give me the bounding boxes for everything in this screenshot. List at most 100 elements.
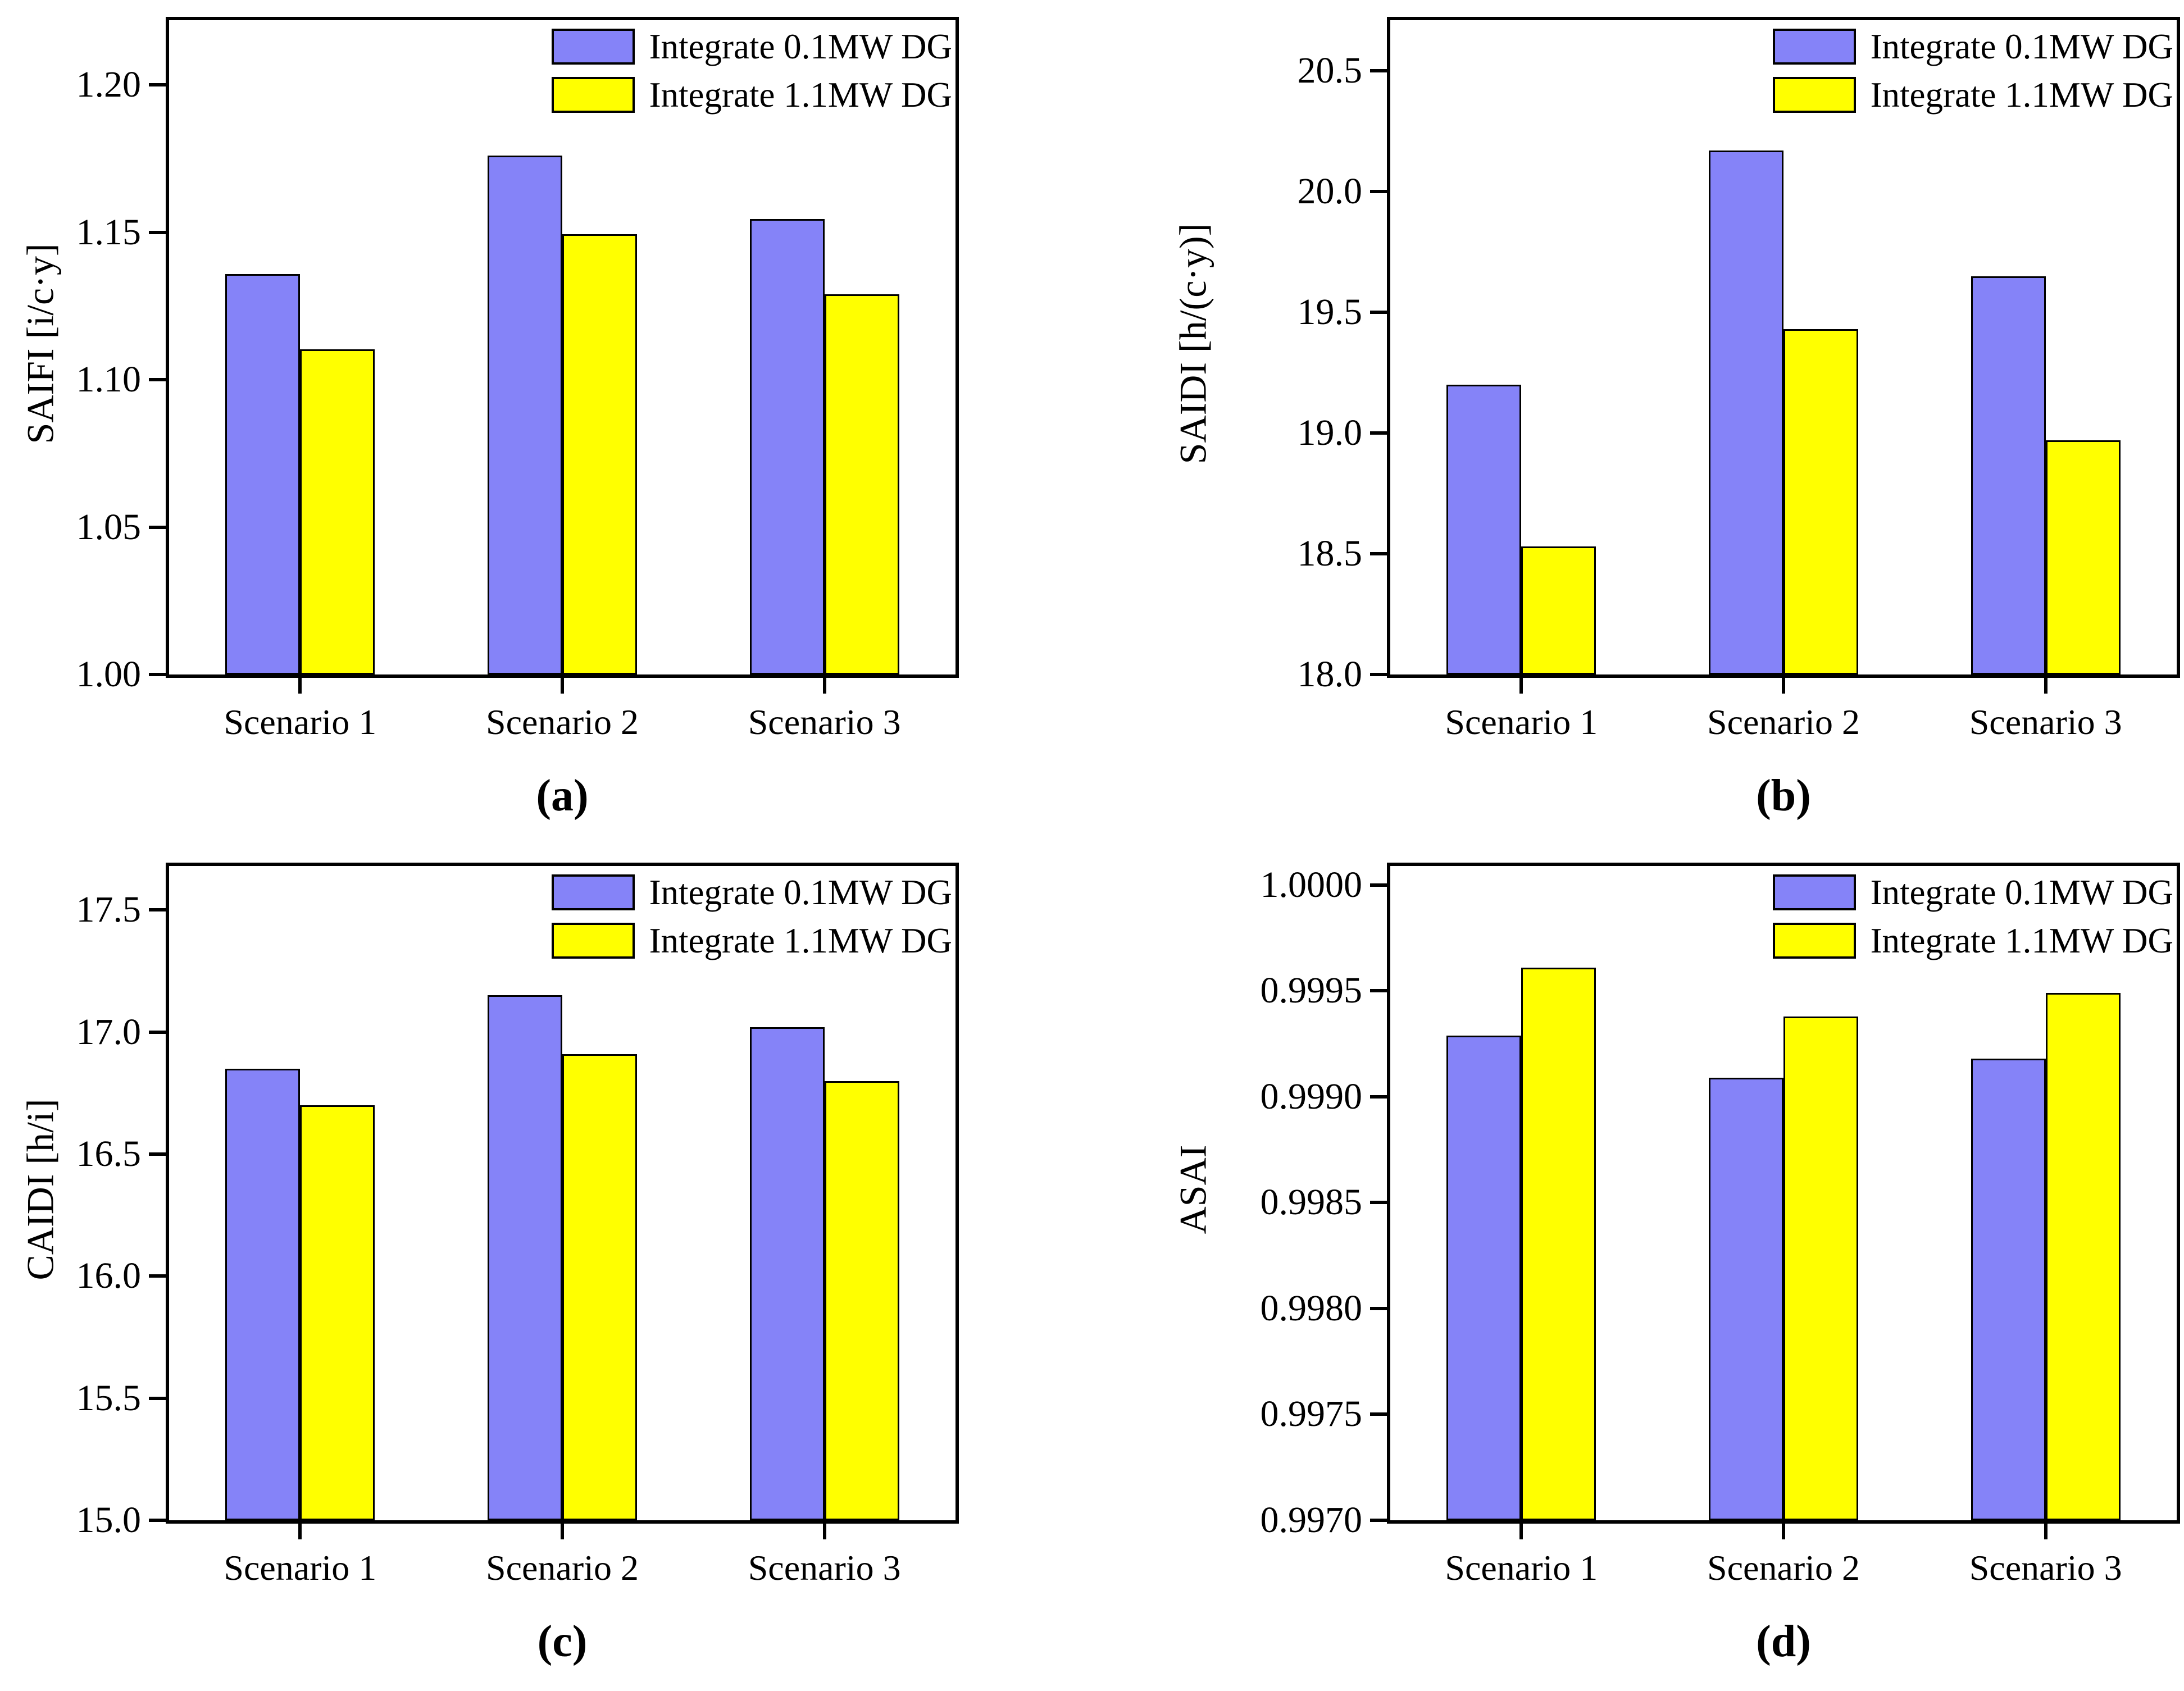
y-tick-label-b-4: 20.0 xyxy=(1297,171,1363,212)
y-tick-d-4 xyxy=(1370,1095,1387,1099)
category-label-c-1: Scenario 2 xyxy=(486,1548,639,1588)
panel-b: SAIDI [h/(c·y)] 18.0 18.5 19.0 19.5 20.0 20.5… xyxy=(1092,0,2184,845)
legend-swatch-c-1 xyxy=(551,923,635,959)
x-tick-c-2 xyxy=(822,1520,826,1539)
x-tick-a-0 xyxy=(298,674,302,694)
legend-swatch-b-0 xyxy=(1772,29,1856,65)
legend-item-b-0: Integrate 0.1MW DG xyxy=(1772,27,2173,66)
panel-c: CAIDI [h/i] 15.0 15.5 16.0 16.5 17.0 17.5 Scen… xyxy=(0,846,1092,1691)
bar-a-series2-scenario2 xyxy=(562,234,637,674)
legend-label-d-1: Integrate 1.1MW DG xyxy=(1870,921,2173,960)
panel-caption-a: (a) xyxy=(536,771,589,821)
legend-label-c-0: Integrate 0.1MW DG xyxy=(649,873,952,912)
legend-swatch-c-0 xyxy=(551,874,635,910)
bar-b-series2-scenario3 xyxy=(2045,440,2121,674)
legend-item-a-1: Integrate 1.1MW DG xyxy=(551,75,952,115)
y-tick-d-3 xyxy=(1370,1201,1387,1205)
bar-a-series1-scenario3 xyxy=(749,219,825,674)
y-tick-label-c-0: 15.0 xyxy=(76,1499,142,1540)
panel-caption-b: (b) xyxy=(1756,771,1811,821)
category-label-b-0: Scenario 1 xyxy=(1445,702,1598,742)
y-tick-label-d-0: 0.9970 xyxy=(1260,1499,1363,1540)
y-tick-label-a-3: 1.15 xyxy=(76,211,142,253)
x-tick-c-0 xyxy=(298,1520,302,1539)
x-tick-b-0 xyxy=(1519,674,1523,694)
y-tick-label-d-2: 0.9980 xyxy=(1260,1287,1363,1329)
y-tick-c-0 xyxy=(149,1519,166,1522)
y-tick-label-c-2: 16.0 xyxy=(76,1255,142,1297)
x-tick-a-2 xyxy=(822,674,826,694)
category-label-a-1: Scenario 2 xyxy=(486,702,639,742)
x-tick-d-2 xyxy=(2044,1520,2048,1539)
legend-c: Integrate 0.1MW DG Integrate 1.1MW DG xyxy=(551,873,952,960)
bar-c-series2-scenario1 xyxy=(300,1105,375,1520)
bar-a-series1-scenario2 xyxy=(488,156,562,674)
y-axis-label-saidi: SAIDI [h/(c·y)] xyxy=(1171,223,1214,464)
y-tick-label-c-4: 17.0 xyxy=(76,1011,142,1052)
y-tick-label-d-4: 0.9990 xyxy=(1260,1075,1363,1117)
plot-area-b: 18.0 18.5 19.0 19.5 20.0 20.5 Scenario 1 Scenar… xyxy=(1298,17,2180,742)
category-label-b-1: Scenario 2 xyxy=(1707,702,1860,742)
legend-swatch-a-0 xyxy=(551,29,635,65)
bar-a-series2-scenario3 xyxy=(824,294,899,674)
category-label-a-0: Scenario 1 xyxy=(224,702,377,742)
y-tick-label-a-2: 1.10 xyxy=(76,359,142,400)
y-tick-label-d-6: 1.0000 xyxy=(1260,864,1363,905)
legend-a: Integrate 0.1MW DG Integrate 1.1MW DG xyxy=(551,27,952,115)
y-tick-label-b-3: 19.5 xyxy=(1297,291,1363,333)
y-tick-label-c-1: 15.5 xyxy=(76,1377,142,1419)
y-tick-label-d-1: 0.9975 xyxy=(1260,1393,1363,1435)
y-tick-d-0 xyxy=(1370,1519,1387,1522)
y-tick-label-c-3: 16.5 xyxy=(76,1133,142,1174)
legend-b: Integrate 0.1MW DG Integrate 1.1MW DG xyxy=(1772,27,2173,115)
y-tick-a-0 xyxy=(149,673,166,676)
x-tick-c-1 xyxy=(561,1520,564,1539)
bar-b-series1-scenario1 xyxy=(1446,385,1522,674)
legend-label-b-1: Integrate 1.1MW DG xyxy=(1870,75,2173,115)
y-tick-label-b-5: 20.5 xyxy=(1297,50,1363,92)
category-label-c-0: Scenario 1 xyxy=(224,1548,377,1588)
bar-a-series2-scenario1 xyxy=(300,349,375,674)
y-tick-b-3 xyxy=(1370,311,1387,315)
y-axis-label-caidi: CAIDI [h/i] xyxy=(19,1099,62,1280)
y-tick-label-a-4: 1.20 xyxy=(76,64,142,106)
legend-label-a-0: Integrate 0.1MW DG xyxy=(649,27,952,66)
panel-a: SAIFI [i/c·y] 1.00 1.05 1.10 1.15 1.20 Scenar… xyxy=(0,0,1092,845)
legend-swatch-d-0 xyxy=(1772,874,1856,910)
y-tick-d-5 xyxy=(1370,989,1387,993)
bar-d-series2-scenario2 xyxy=(1783,1017,1858,1520)
y-tick-c-4 xyxy=(149,1030,166,1034)
y-tick-c-5 xyxy=(149,908,166,912)
x-tick-a-1 xyxy=(561,674,564,694)
bar-b-series1-scenario3 xyxy=(1971,276,2046,674)
legend-label-d-0: Integrate 0.1MW DG xyxy=(1870,873,2173,912)
bar-a-series1-scenario1 xyxy=(225,274,301,674)
y-tick-label-b-1: 18.5 xyxy=(1297,533,1363,575)
category-label-c-2: Scenario 3 xyxy=(748,1548,901,1588)
category-label-d-0: Scenario 1 xyxy=(1445,1548,1598,1588)
bar-c-series1-scenario3 xyxy=(749,1027,825,1520)
bar-b-series2-scenario1 xyxy=(1521,546,1596,674)
plot-area-d: 0.9970 0.9975 0.9980 0.9985 0.9990 0.9995 1.00… xyxy=(1261,863,2180,1588)
y-tick-label-d-3: 0.9985 xyxy=(1260,1182,1363,1223)
plot-area-c: 15.0 15.5 16.0 16.5 17.0 17.5 Scenario 1 Scenar… xyxy=(76,863,959,1588)
legend-swatch-d-1 xyxy=(1772,923,1856,959)
category-label-a-2: Scenario 3 xyxy=(748,702,901,742)
legend-item-c-0: Integrate 0.1MW DG xyxy=(551,873,952,912)
y-tick-d-2 xyxy=(1370,1306,1387,1310)
bar-c-series2-scenario2 xyxy=(562,1054,637,1520)
legend-label-b-0: Integrate 0.1MW DG xyxy=(1870,27,2173,66)
category-label-d-2: Scenario 3 xyxy=(1969,1548,2122,1588)
y-tick-b-2 xyxy=(1370,431,1387,435)
y-tick-d-6 xyxy=(1370,883,1387,887)
legend-label-a-1: Integrate 1.1MW DG xyxy=(649,75,952,115)
y-tick-label-d-5: 0.9995 xyxy=(1260,970,1363,1011)
bar-d-series1-scenario2 xyxy=(1709,1078,1783,1520)
bar-d-series1-scenario1 xyxy=(1446,1036,1522,1520)
x-tick-d-0 xyxy=(1519,1520,1523,1539)
bar-d-series2-scenario3 xyxy=(2045,993,2121,1520)
bar-b-series2-scenario2 xyxy=(1783,329,1858,674)
legend-label-c-1: Integrate 1.1MW DG xyxy=(649,921,952,960)
panel-caption-c: (c) xyxy=(537,1617,588,1666)
